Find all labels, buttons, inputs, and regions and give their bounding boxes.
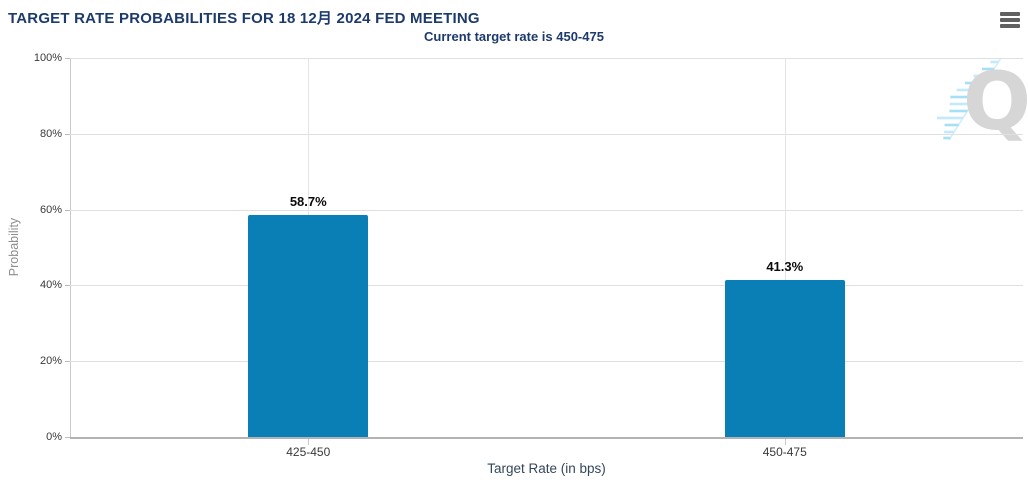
y-tick-label: 60% <box>39 203 62 216</box>
y-axis-tick <box>65 361 70 363</box>
y-axis-tick <box>65 209 70 211</box>
x-tick-label: 425-450 <box>286 445 331 459</box>
gridline-horizontal <box>70 285 1023 287</box>
gridline-horizontal <box>70 361 1023 363</box>
x-tick-label: 450-475 <box>762 445 807 459</box>
gridline-vertical <box>784 58 786 437</box>
bar-450-475[interactable] <box>724 280 845 437</box>
x-axis-line <box>70 437 1023 439</box>
gridline-horizontal <box>70 209 1023 211</box>
y-axis-tick <box>65 437 70 438</box>
y-tick-label: 0% <box>46 431 62 443</box>
q-letter: Q <box>963 55 1028 148</box>
watermark-streak-icon <box>937 57 1002 141</box>
y-tick-label: 20% <box>39 355 62 368</box>
menu-button[interactable] <box>1000 9 1022 31</box>
y-tick-label: 80% <box>39 127 62 140</box>
bar-value-label: 58.7% <box>289 193 327 209</box>
bar-value-label: 41.3% <box>766 259 804 275</box>
y-axis-tick <box>65 58 70 59</box>
x-axis-tick <box>308 439 310 445</box>
x-axis-tick <box>784 439 786 445</box>
y-axis-line <box>70 58 71 437</box>
hamburger-icon <box>1000 12 1020 16</box>
y-tick-label: 100% <box>33 52 62 64</box>
hamburger-icon <box>1000 24 1020 28</box>
bar-425-450[interactable] <box>248 214 369 437</box>
watermark-q-logo: Q <box>935 56 1028 146</box>
y-axis-tick <box>65 285 70 287</box>
x-axis-title: Target Rate (in bps) <box>487 461 606 476</box>
chart-title: TARGET RATE PROBABILITIES FOR 18 12月 202… <box>8 10 480 27</box>
chart-subtitle: Current target rate is 450-475 <box>424 29 604 44</box>
gridline-horizontal <box>70 133 1023 135</box>
gridline-horizontal <box>70 58 1023 59</box>
hamburger-icon <box>1000 18 1020 22</box>
y-tick-label: 40% <box>39 279 62 292</box>
y-axis-tick <box>65 133 70 135</box>
